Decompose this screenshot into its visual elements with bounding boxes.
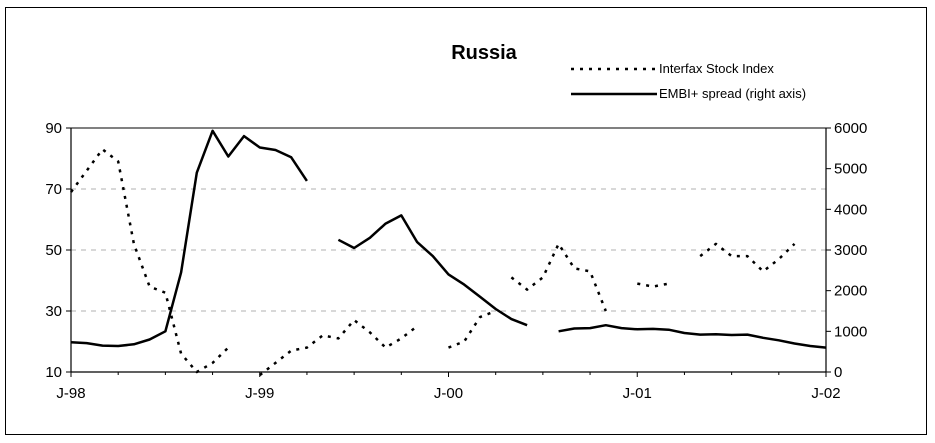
series-line-interfax-segment-1 [259,318,418,377]
chart-frame: Russia Interfax Stock Index EMBI+ spread… [5,7,927,435]
series-line-interfax-segment-5 [699,242,796,273]
x-axis-ticks: J-98 J-99 J-00 J-01 J-02 [56,372,841,402]
right-tick-label-0: 0 [834,364,842,381]
series-line-embi-segment-1 [337,214,528,327]
right-tick-label-2000: 2000 [834,283,867,300]
x-tick-label-0: J-98 [56,385,85,402]
series-line-interfax-segment-2 [448,309,497,349]
series-line-embi-segment-0 [70,129,308,348]
right-tick-label-1000: 1000 [834,323,867,340]
right-axis-ticks: 0 1000 2000 3000 4000 5000 6000 [826,120,867,381]
left-tick-label-90: 90 [45,120,62,137]
right-tick-label-6000: 6000 [834,120,867,137]
right-tick-label-3000: 3000 [834,242,867,259]
right-tick-label-4000: 4000 [834,201,867,218]
series-line-interfax-segment-4 [637,282,669,288]
x-tick-label-3: J-01 [623,385,652,402]
series-lines [69,129,827,377]
left-tick-label-50: 50 [45,242,62,259]
line-chart: Russia Interfax Stock Index EMBI+ spread… [45,42,867,402]
chart-title: Russia [451,42,517,64]
left-tick-label-30: 30 [45,303,62,320]
series-line-embi-segment-2 [558,323,827,349]
left-tick-label-10: 10 [45,364,62,381]
series-line-interfax-segment-3 [510,242,607,312]
legend: Interfax Stock Index EMBI+ spread (right… [571,61,806,101]
legend-label-interfax: Interfax Stock Index [659,61,774,76]
left-tick-label-70: 70 [45,181,62,198]
legend-label-embi: EMBI+ spread (right axis) [659,86,806,101]
x-tick-label-4: J-02 [811,385,840,402]
x-tick-label-1: J-99 [245,385,274,402]
left-axis-ticks: 10 30 50 70 90 [45,120,71,381]
right-tick-label-5000: 5000 [834,161,867,178]
x-tick-label-2: J-00 [434,385,463,402]
